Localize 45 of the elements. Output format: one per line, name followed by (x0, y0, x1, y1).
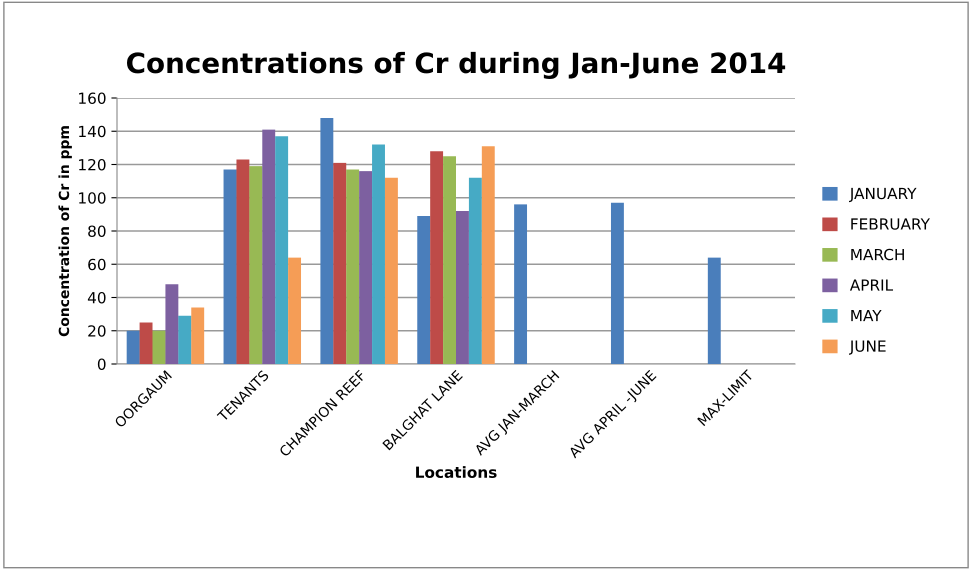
y-tick-label: 0 (98, 358, 106, 370)
bar (224, 169, 236, 364)
bar (417, 216, 430, 364)
bar (320, 118, 334, 364)
bar (384, 178, 398, 364)
y-tick-label: 100 (79, 192, 106, 204)
bar (126, 330, 140, 364)
bar (275, 136, 288, 364)
legend-label: JUNE (849, 340, 886, 355)
y-tick-label: 40 (88, 292, 106, 304)
bar (372, 144, 385, 364)
bar (140, 322, 153, 364)
bar (288, 258, 302, 364)
bar (468, 178, 482, 364)
legend-label: FEBRUARY (851, 218, 930, 230)
bar (610, 202, 624, 364)
legend-label: JANUARY (849, 188, 917, 202)
bar (152, 330, 166, 364)
bar (708, 258, 721, 364)
chart-title: Concentrations of Cr during Jan-June 2014 (126, 52, 786, 79)
bar (236, 160, 250, 364)
y-tick-label: 140 (79, 126, 106, 138)
x-axis-title: Locations (416, 466, 497, 478)
bar (359, 171, 372, 364)
legend-label: APRIL (850, 279, 894, 291)
y-tick-label: 60 (88, 258, 106, 270)
bar (333, 162, 346, 364)
bar (191, 307, 204, 364)
y-tick-label: 80 (88, 225, 106, 238)
y-axis-title: Concentration of Cr in ppm (58, 126, 72, 336)
bar (346, 169, 360, 364)
bar (430, 151, 444, 364)
legend-label: MAY (851, 310, 882, 322)
y-tick-label: 120 (79, 158, 106, 171)
y-tick-label: 160 (79, 92, 106, 104)
bar (456, 211, 469, 364)
bar (178, 316, 192, 364)
bar (165, 284, 178, 364)
bar (249, 166, 262, 364)
bar (482, 146, 495, 364)
bar (443, 156, 456, 364)
legend-label: MARCH (851, 248, 904, 260)
bar (514, 204, 528, 364)
bar (262, 130, 276, 364)
y-tick-label: 20 (88, 325, 106, 337)
